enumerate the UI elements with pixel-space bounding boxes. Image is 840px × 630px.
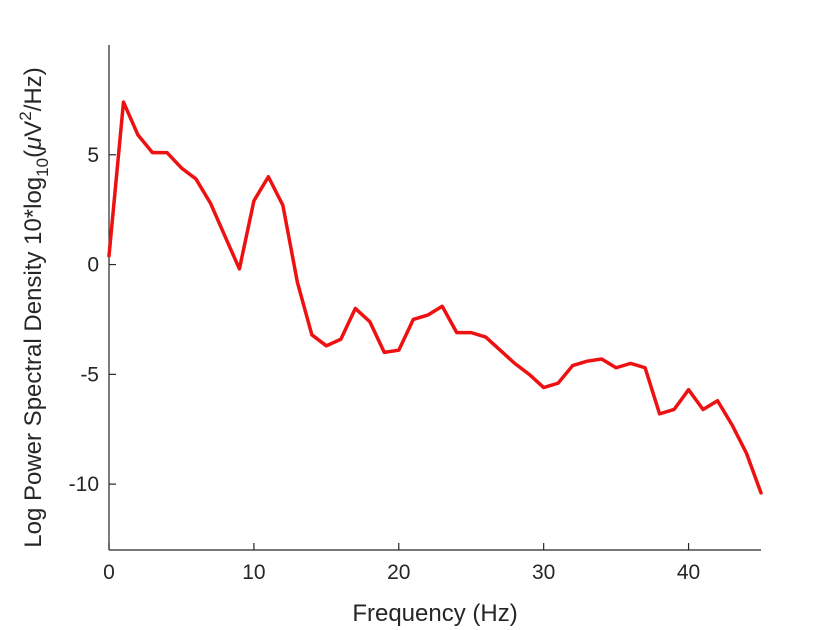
y-tick-label: -5: [80, 363, 99, 386]
x-tick-label: 0: [103, 561, 115, 584]
y-tick-label: 0: [87, 254, 99, 277]
y-axis-label-open-paren: (: [20, 150, 47, 158]
y-axis-label-mu: μ: [20, 137, 47, 151]
y-axis-label-subscript: 10: [33, 158, 52, 177]
psd-series-line: [107, 100, 763, 495]
y-axis-label-suffix: /Hz): [20, 67, 47, 111]
y-ticks: 5 0 -5 -10: [69, 144, 116, 496]
y-axis-label: Log Power Spectral Density 10*log10(μV2/…: [16, 67, 52, 547]
y-tick-label: 5: [87, 144, 99, 167]
y-axis-label-superscript: 2: [16, 111, 35, 120]
axes: [108, 45, 761, 551]
x-tick-label: 30: [532, 561, 555, 584]
x-tick-label: 20: [387, 561, 410, 584]
y-tick-label: -10: [69, 473, 99, 496]
x-tick-label: 40: [677, 561, 700, 584]
x-ticks: 0 10 20 30 40: [103, 543, 700, 584]
x-axis-label: Frequency (Hz): [352, 600, 517, 627]
x-tick-label: 10: [242, 561, 265, 584]
y-axis-label-prefix: Log Power Spectral Density 10*log: [20, 177, 47, 548]
y-axis-label-volts: V: [20, 121, 47, 137]
